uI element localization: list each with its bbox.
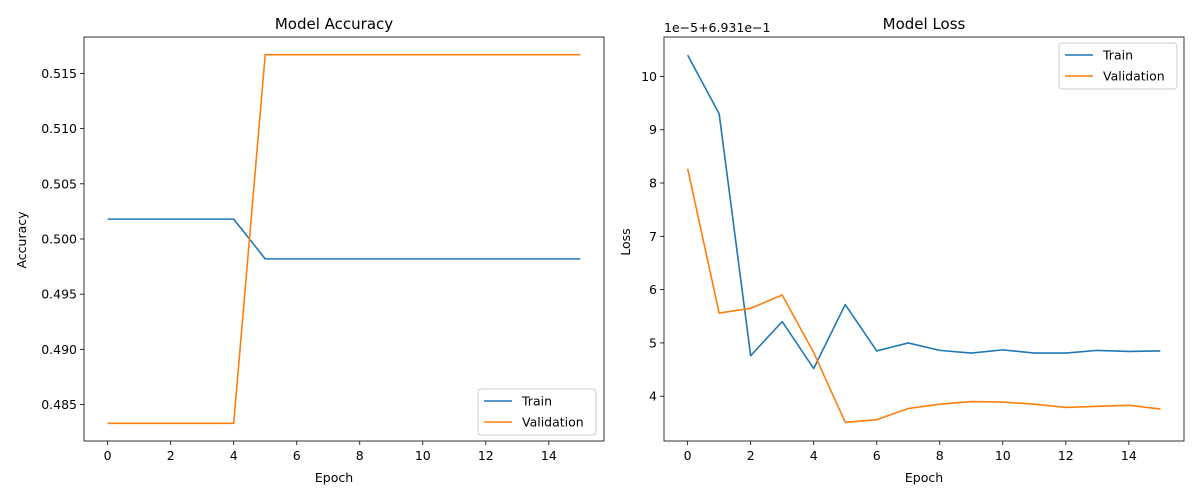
accuracy-y-axis-label: Accuracy <box>14 211 29 269</box>
accuracy-x-tick-label: 10 <box>415 448 431 463</box>
loss-x-tick-label: 8 <box>936 448 944 463</box>
loss-y-tick-label: 9 <box>649 122 657 137</box>
accuracy-legend: Train Validation <box>477 388 597 436</box>
loss-y-tick-label: 10 <box>641 69 657 84</box>
accuracy-x-tick-label: 8 <box>356 448 364 463</box>
loss-x-tick-label: 4 <box>810 448 818 463</box>
loss-legend: Train Validation <box>1058 42 1178 90</box>
accuracy-x-axis-label: Epoch <box>315 470 353 485</box>
accuracy-chart: Model Accuracy Epoch Accuracy 0 2 4 6 8 10 12 1… <box>14 15 605 485</box>
accuracy-y-tick-label: 0.515 <box>41 66 77 81</box>
accuracy-x-tick-label: 4 <box>230 448 238 463</box>
accuracy-x-tick-label: 12 <box>478 448 494 463</box>
accuracy-legend-label-validation: Validation <box>522 415 584 430</box>
accuracy-series-validation-line <box>107 53 581 425</box>
loss-chart-title: Model Loss <box>883 15 966 33</box>
loss-legend-label-train: Train <box>1102 48 1133 63</box>
accuracy-y-tick-label: 0.495 <box>41 287 77 302</box>
accuracy-series-train-line <box>107 218 581 260</box>
accuracy-x-tick-label: 6 <box>293 448 301 463</box>
accuracy-y-tick-label: 0.505 <box>41 176 77 191</box>
loss-x-tick-label: 10 <box>995 448 1011 463</box>
accuracy-chart-title: Model Accuracy <box>275 15 393 33</box>
accuracy-plot-area: 0 2 4 6 8 10 12 14 0.485 0.490 0.495 0.500 0.505 0.51… <box>41 36 605 463</box>
accuracy-x-tick-label: 0 <box>104 448 112 463</box>
loss-y-tick-label: 5 <box>649 335 657 350</box>
loss-chart: Model Loss Epoch Loss 1e−5+6.931e−1 0 2 4 6… <box>618 15 1185 485</box>
loss-y-tick-label: 6 <box>649 282 657 297</box>
accuracy-y-tick-label: 0.500 <box>41 232 77 247</box>
loss-y-axis-label: Loss <box>618 228 633 255</box>
loss-y-tick-label: 8 <box>649 176 657 191</box>
loss-x-tick-label: 14 <box>1121 448 1137 463</box>
loss-series-train-line <box>686 54 1161 370</box>
loss-legend-label-validation: Validation <box>1103 69 1165 84</box>
accuracy-y-tick-label: 0.485 <box>41 397 77 412</box>
loss-offset-text: 1e−5+6.931e−1 <box>664 20 770 35</box>
loss-x-tick-label: 0 <box>684 448 692 463</box>
loss-x-tick-label: 12 <box>1058 448 1074 463</box>
loss-y-tick-label: 4 <box>649 389 657 404</box>
loss-x-tick-label: 6 <box>873 448 881 463</box>
accuracy-x-tick-label: 2 <box>167 448 175 463</box>
accuracy-x-tick-label: 14 <box>541 448 557 463</box>
accuracy-y-tick-label: 0.490 <box>41 342 77 357</box>
loss-series-validation-line <box>686 168 1161 424</box>
accuracy-y-tick-label: 0.510 <box>41 121 77 136</box>
loss-x-tick-label: 2 <box>747 448 755 463</box>
loss-y-tick-label: 7 <box>649 229 657 244</box>
loss-x-axis-label: Epoch <box>905 470 943 485</box>
loss-plot-area: 0 2 4 6 8 10 12 14 4 5 6 7 8 9 10 Train Validation <box>641 36 1185 463</box>
loss-axes-frame <box>663 36 1185 442</box>
accuracy-legend-label-train: Train <box>521 394 552 409</box>
